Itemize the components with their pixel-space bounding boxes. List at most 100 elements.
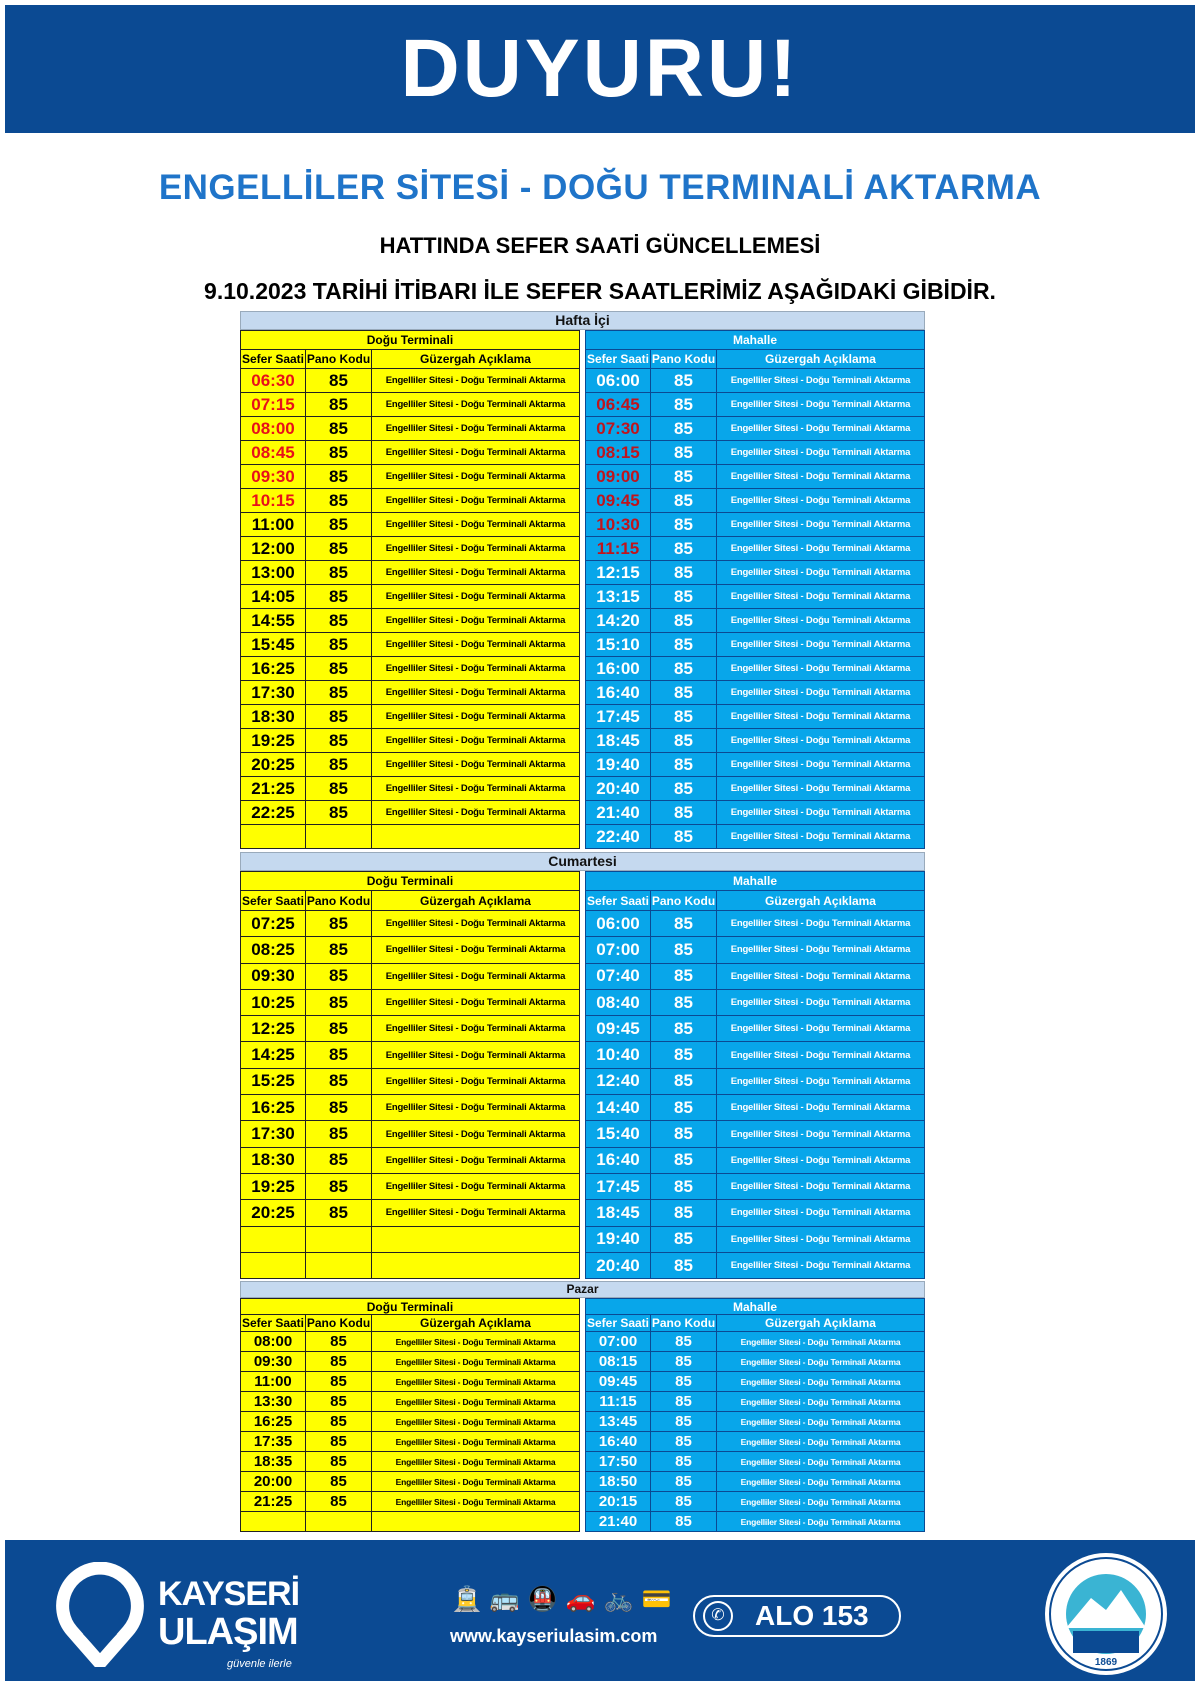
table-row: 18:30 85 Engelliler Sitesi - Doğu Termin…: [240, 1146, 580, 1174]
departure-time: 14:25: [240, 1041, 306, 1069]
route-code: 85: [305, 1094, 372, 1122]
table-row: 14:25 85 Engelliler Sitesi - Doğu Termin…: [240, 1041, 580, 1069]
route-description: Engelliler Sitesi - Doğu Terminali Aktar…: [716, 909, 925, 938]
route-code: 85: [305, 1411, 372, 1432]
route-description: Engelliler Sitesi - Doğu Terminali Aktar…: [371, 512, 580, 537]
route-description: Engelliler Sitesi - Doğu Terminali Aktar…: [371, 1371, 580, 1392]
metro-icon: 🚇: [527, 1586, 558, 1613]
table-row: 21:40 85 Engelliler Sitesi - Doğu Termin…: [585, 800, 925, 825]
mahalle-group-header: Mahalle: [585, 1298, 925, 1315]
route-description: Engelliler Sitesi - Doğu Terminali Aktar…: [371, 1491, 580, 1512]
route-code: 85: [650, 1199, 717, 1227]
route-description: Engelliler Sitesi - Doğu Terminali Aktar…: [716, 392, 925, 417]
table-row: 14:40 85 Engelliler Sitesi - Doğu Termin…: [585, 1094, 925, 1122]
departure-time: 12:25: [240, 1015, 306, 1043]
departure-time: 08:00: [240, 1331, 306, 1352]
route-description: Engelliler Sitesi - Doğu Terminali Aktar…: [371, 1431, 580, 1452]
route-code: 85: [305, 800, 372, 825]
table-row: 07:15 85 Engelliler Sitesi - Doğu Termin…: [240, 392, 580, 417]
departure-time: 18:50: [585, 1471, 651, 1492]
departure-time: 19:40: [585, 752, 651, 777]
route-description: Engelliler Sitesi - Doğu Terminali Aktar…: [716, 1331, 925, 1352]
table-row: [240, 1511, 580, 1532]
departure-time: 07:30: [585, 416, 651, 441]
route-description: Engelliler Sitesi - Doğu Terminali Aktar…: [716, 1251, 925, 1280]
departure-time: 06:45: [585, 392, 651, 417]
table-row: 13:00 85 Engelliler Sitesi - Doğu Termin…: [240, 560, 580, 585]
route-description: Engelliler Sitesi - Doğu Terminali Aktar…: [371, 536, 580, 561]
route-code: 85: [650, 752, 717, 777]
route-description: Engelliler Sitesi - Doğu Terminali Aktar…: [371, 1199, 580, 1227]
route-code: 85: [305, 1199, 372, 1227]
departure-time: 18:35: [240, 1451, 306, 1472]
route-description: Engelliler Sitesi - Doğu Terminali Aktar…: [716, 728, 925, 753]
route-code: 85: [650, 392, 717, 417]
table-row: 06:00 85 Engelliler Sitesi - Doğu Termin…: [585, 909, 925, 938]
departure-time: 18:45: [585, 728, 651, 753]
route-description: Engelliler Sitesi - Doğu Terminali Aktar…: [716, 464, 925, 489]
table-row: 09:00 85 Engelliler Sitesi - Doğu Termin…: [585, 464, 925, 489]
route-code: 85: [305, 1120, 372, 1148]
table-row: 08:00 85 Engelliler Sitesi - Doğu Termin…: [240, 1331, 580, 1352]
route-description: Engelliler Sitesi - Doğu Terminali Aktar…: [371, 1331, 580, 1352]
route-description: Engelliler Sitesi - Doğu Terminali Aktar…: [371, 800, 580, 825]
section-title: Hafta İçi: [240, 311, 925, 330]
departure-time: 17:45: [585, 704, 651, 729]
table-row: 10:15 85 Engelliler Sitesi - Doğu Termin…: [240, 488, 580, 513]
table-row: 14:55 85 Engelliler Sitesi - Doğu Termin…: [240, 608, 580, 633]
page-subtitle: HATTINDA SEFER SAATİ GÜNCELLEMESİ: [379, 233, 821, 258]
table-row: 16:40 85 Engelliler Sitesi - Doğu Termin…: [585, 1431, 925, 1452]
departure-time: 07:00: [585, 1331, 651, 1352]
bicycle-icon: 🚲: [603, 1586, 634, 1613]
table-row: 20:25 85 Engelliler Sitesi - Doğu Termin…: [240, 752, 580, 777]
table-row: 11:15 85 Engelliler Sitesi - Doğu Termin…: [585, 536, 925, 561]
route-description: [371, 1225, 580, 1253]
table-row: 17:50 85 Engelliler Sitesi - Doğu Termin…: [585, 1451, 925, 1472]
table-row: 08:45 85 Engelliler Sitesi - Doğu Termin…: [240, 440, 580, 465]
departure-time: [240, 1511, 306, 1532]
hotline-number: ALO 153: [755, 1600, 869, 1631]
table-row: 07:40 85 Engelliler Sitesi - Doğu Termin…: [585, 962, 925, 990]
table-row: 16:40 85 Engelliler Sitesi - Doğu Termin…: [585, 1146, 925, 1174]
route-description: Engelliler Sitesi - Doğu Terminali Aktar…: [371, 1015, 580, 1043]
hotline-badge[interactable]: ✆ ALO 153: [693, 1595, 901, 1637]
website-link[interactable]: www.kayseriulasim.com: [450, 1626, 658, 1646]
column-header-time: Sefer Saati: [240, 1314, 306, 1332]
table-row: 17:30 85 Engelliler Sitesi - Doğu Termin…: [240, 680, 580, 705]
mahalle-group-header: Mahalle: [585, 330, 925, 350]
route-description: Engelliler Sitesi - Doğu Terminali Aktar…: [716, 1172, 925, 1201]
column-header-code: Pano Kodu: [305, 1314, 372, 1332]
route-description: Engelliler Sitesi - Doğu Terminali Aktar…: [371, 560, 580, 585]
mahalle-group-header: Mahalle: [585, 871, 925, 891]
column-header-time: Sefer Saati: [240, 349, 306, 369]
route-description: Engelliler Sitesi - Doğu Terminali Aktar…: [716, 1146, 925, 1174]
departure-time: 20:15: [585, 1491, 651, 1512]
route-code: 85: [650, 1411, 717, 1432]
departure-time: 19:25: [240, 728, 306, 753]
route-description: Engelliler Sitesi - Doğu Terminali Aktar…: [716, 1351, 925, 1372]
route-code: 85: [650, 1041, 717, 1069]
table-row: 19:25 85 Engelliler Sitesi - Doğu Termin…: [240, 728, 580, 753]
table-row: 21:25 85 Engelliler Sitesi - Doğu Termin…: [240, 1491, 580, 1512]
route-description: Engelliler Sitesi - Doğu Terminali Aktar…: [716, 1041, 925, 1069]
table-row: 15:10 85 Engelliler Sitesi - Doğu Termin…: [585, 632, 925, 657]
route-code: 85: [650, 728, 717, 753]
route-description: Engelliler Sitesi - Doğu Terminali Aktar…: [371, 440, 580, 465]
column-header-code: Pano Kodu: [650, 890, 717, 911]
column-header-code: Pano Kodu: [305, 890, 372, 911]
departure-time: 12:40: [585, 1067, 651, 1096]
departure-time: 17:30: [240, 1120, 306, 1148]
table-row: 06:45 85 Engelliler Sitesi - Doğu Termin…: [585, 392, 925, 417]
departure-time: 22:25: [240, 800, 306, 825]
effective-date-notice: 9.10.2023 TARİHİ İTİBARI İLE SEFER SAATL…: [204, 278, 996, 304]
table-row: 07:25 85 Engelliler Sitesi - Doğu Termin…: [240, 909, 580, 938]
route-description: Engelliler Sitesi - Doğu Terminali Aktar…: [371, 1120, 580, 1148]
route-code: [305, 1225, 372, 1253]
route-code: 85: [305, 1391, 372, 1412]
dogu-group-header: Doğu Terminali: [240, 1298, 580, 1315]
departure-time: 17:35: [240, 1431, 306, 1452]
route-code: 85: [650, 824, 717, 849]
route-description: Engelliler Sitesi - Doğu Terminali Aktar…: [716, 680, 925, 705]
departure-time: 14:20: [585, 608, 651, 633]
table-row: 20:40 85 Engelliler Sitesi - Doğu Termin…: [585, 1251, 925, 1280]
